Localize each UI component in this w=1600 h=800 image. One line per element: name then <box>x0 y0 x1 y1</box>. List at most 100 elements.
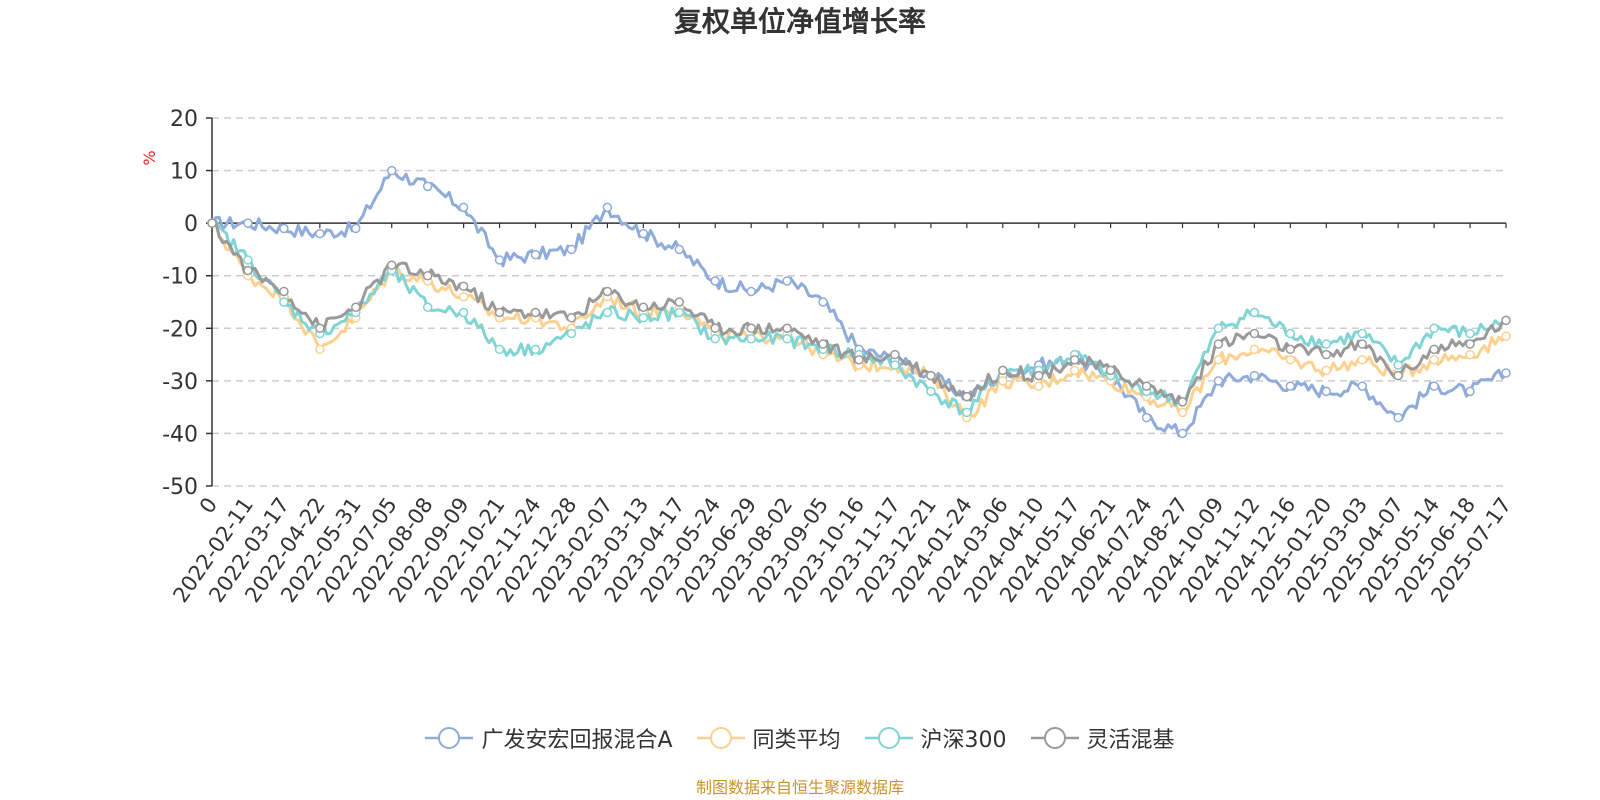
y-tick-label: 10 <box>170 160 198 185</box>
data-point <box>1033 370 1044 381</box>
series-line <box>211 221 1508 420</box>
y-tick-label: -50 <box>162 475 198 500</box>
data-point <box>1141 412 1152 423</box>
data-point <box>1249 344 1260 355</box>
data-point <box>1141 381 1152 391</box>
data-point <box>674 244 685 255</box>
legend-item[interactable]: 灵活混基 <box>1030 722 1175 754</box>
data-point <box>351 223 361 234</box>
data-point <box>890 349 900 360</box>
data-point <box>1033 381 1044 391</box>
line-chart: 20100-10-20-30-40-50%02022-02-112022-03-… <box>140 107 1516 607</box>
data-point <box>1393 360 1403 370</box>
data-point <box>782 323 792 334</box>
data-point <box>1429 323 1439 334</box>
data-point <box>1213 323 1224 334</box>
data-point <box>962 391 972 402</box>
data-point <box>638 302 649 313</box>
data-point <box>674 297 685 307</box>
data-point <box>998 365 1008 376</box>
data-point <box>782 276 792 286</box>
data-point <box>1285 344 1296 355</box>
data-point <box>746 334 756 344</box>
data-point <box>1213 339 1224 349</box>
series-line <box>211 220 1507 405</box>
data-point <box>1501 331 1511 341</box>
data-point <box>1105 365 1116 376</box>
y-axis-unit-label: % <box>140 150 159 165</box>
data-point <box>1285 381 1296 391</box>
legend-label: 灵活混基 <box>1086 728 1175 753</box>
data-point <box>818 339 828 349</box>
data-point <box>998 376 1008 386</box>
data-point <box>926 386 936 397</box>
data-point <box>315 323 325 334</box>
data-point <box>1465 386 1475 397</box>
data-point <box>1249 307 1260 318</box>
y-tick-label: -20 <box>162 317 198 342</box>
data-point <box>710 276 720 286</box>
legend-item[interactable]: 同类平均 <box>696 722 841 754</box>
data-point <box>1501 315 1511 326</box>
series-line <box>210 169 1508 438</box>
legend-label: 同类平均 <box>752 728 841 753</box>
data-point <box>746 286 756 297</box>
data-point <box>1357 339 1367 349</box>
data-point <box>243 265 253 276</box>
y-tick-label: -30 <box>162 370 198 395</box>
y-tick-label: -40 <box>162 422 198 447</box>
data-point <box>1321 365 1332 376</box>
data-point <box>710 334 720 344</box>
source-note: 制图数据来自恒生聚源数据库 <box>695 778 904 797</box>
data-point <box>530 344 541 355</box>
data-point <box>1501 368 1511 378</box>
data-point <box>1393 412 1403 423</box>
data-point <box>1357 328 1367 339</box>
data-point <box>530 249 541 260</box>
data-point <box>458 202 469 213</box>
data-point <box>1465 328 1475 339</box>
legend-label: 广发安宏回报混合A <box>481 728 673 753</box>
data-point <box>602 286 613 297</box>
data-point <box>1357 355 1367 365</box>
legend: 广发安宏回报混合A 同类平均 沪深300 灵活混基 <box>0 720 1600 756</box>
data-point <box>1213 355 1224 365</box>
data-point <box>926 370 936 381</box>
chart-title: 复权单位净值增长率 <box>673 5 926 38</box>
data-point <box>243 255 253 265</box>
data-point <box>1213 376 1224 386</box>
data-point <box>1357 381 1367 391</box>
data-point <box>279 286 289 297</box>
data-point <box>962 407 972 418</box>
legend-swatch-icon <box>425 727 474 749</box>
data-point <box>890 360 900 370</box>
data-point <box>279 297 289 307</box>
legend-swatch-icon <box>864 727 913 749</box>
data-point <box>494 255 505 265</box>
data-point <box>1069 365 1080 376</box>
data-point <box>638 313 649 323</box>
data-point <box>602 307 613 318</box>
data-point <box>1465 339 1475 349</box>
legend-label: 沪深300 <box>920 728 1007 753</box>
data-point <box>1069 355 1080 365</box>
data-point <box>386 165 397 176</box>
data-point <box>458 281 469 291</box>
data-point <box>1177 407 1188 418</box>
data-point <box>818 297 828 307</box>
legend-item[interactable]: 广发安宏回报混合A <box>425 722 673 754</box>
data-point <box>458 291 469 302</box>
data-point <box>854 355 864 365</box>
data-point <box>782 334 792 344</box>
y-tick-label: 0 <box>184 212 198 237</box>
y-tick-label: -10 <box>162 265 198 290</box>
data-point <box>351 302 361 313</box>
axes <box>206 117 1507 487</box>
data-point <box>1321 339 1332 349</box>
data-point <box>566 328 577 339</box>
data-point <box>279 223 289 234</box>
data-point <box>1177 428 1188 439</box>
legend-item[interactable]: 沪深300 <box>864 722 1007 754</box>
series-points <box>207 165 1511 439</box>
data-point <box>1177 397 1188 407</box>
